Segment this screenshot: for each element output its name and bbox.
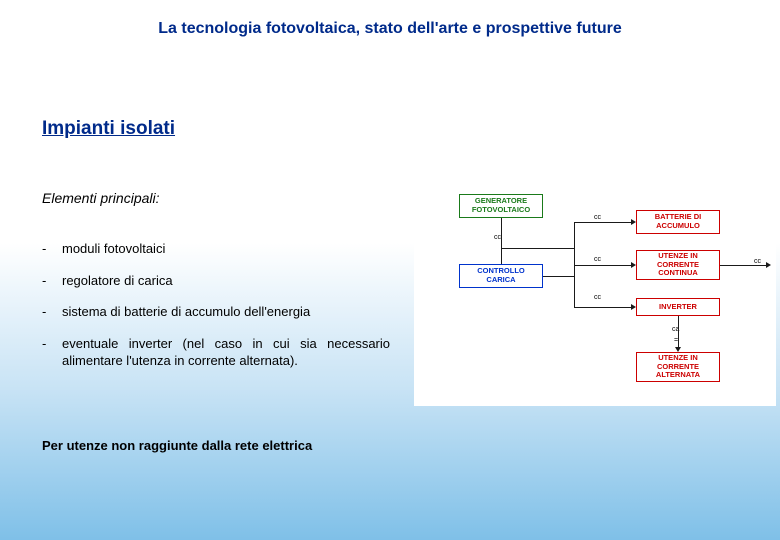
bullet-text: eventuale inverter (nel caso in cui sia … xyxy=(62,335,390,370)
block-diagram: GENERATOREFOTOVOLTAICO CONTROLLOCARICA B… xyxy=(414,186,776,406)
box-label: GENERATOREFOTOVOLTAICO xyxy=(472,197,530,214)
connector xyxy=(574,307,631,308)
section-title: Impianti isolati xyxy=(42,118,175,140)
list-item: - regolatore di carica xyxy=(42,272,390,290)
box-label: INVERTER xyxy=(659,303,697,312)
box-ac-load: UTENZE INCORRENTEALTERNATA xyxy=(636,352,720,382)
connector xyxy=(501,248,502,264)
dash: - xyxy=(42,303,62,321)
connector xyxy=(574,222,631,223)
box-label: UTENZE INCORRENTECONTINUA xyxy=(657,252,699,278)
footer-note: Per utenze non raggiunte dalla rete elet… xyxy=(42,438,312,453)
connector xyxy=(501,218,502,248)
connector xyxy=(543,276,574,277)
list-item: - sistema di batterie di accumulo dell'e… xyxy=(42,303,390,321)
connector xyxy=(678,316,679,347)
slide-title: La tecnologia fotovoltaica, stato dell'a… xyxy=(0,20,780,38)
dash: - xyxy=(42,272,62,290)
box-battery: BATTERIE DIACCUMULO xyxy=(636,210,720,234)
label-cc: cc xyxy=(494,234,501,241)
dash: - xyxy=(42,240,62,258)
list-item: - moduli fotovoltaici xyxy=(42,240,390,258)
box-control: CONTROLLOCARICA xyxy=(459,264,543,288)
label-cc: cc xyxy=(594,256,601,263)
box-label: UTENZE INCORRENTEALTERNATA xyxy=(656,354,700,380)
dash: - xyxy=(42,335,62,370)
list-item: - eventuale inverter (nel caso in cui si… xyxy=(42,335,390,370)
bullet-text: sistema di batterie di accumulo dell'ene… xyxy=(62,303,390,321)
box-inverter: INVERTER xyxy=(636,298,720,316)
connector xyxy=(501,248,574,249)
box-label: CONTROLLOCARICA xyxy=(477,267,525,284)
connector xyxy=(574,265,631,266)
box-generator: GENERATOREFOTOVOLTAICO xyxy=(459,194,543,218)
arrowhead-icon xyxy=(675,347,681,352)
arrowhead-icon xyxy=(631,262,636,268)
label-cc: cc xyxy=(594,294,601,301)
arrowhead-icon xyxy=(631,304,636,310)
arrowhead-icon xyxy=(631,219,636,225)
connector xyxy=(720,265,766,266)
bullet-list: - moduli fotovoltaici - regolatore di ca… xyxy=(42,240,390,384)
subheading: Elementi principali: xyxy=(42,190,160,206)
box-label: BATTERIE DIACCUMULO xyxy=(655,213,702,230)
label-cc: cc xyxy=(594,214,601,221)
bullet-text: regolatore di carica xyxy=(62,272,390,290)
box-dc-load: UTENZE INCORRENTECONTINUA xyxy=(636,250,720,280)
arrowhead-icon xyxy=(766,262,771,268)
label-cc: cc xyxy=(754,258,761,265)
bullet-text: moduli fotovoltaici xyxy=(62,240,390,258)
